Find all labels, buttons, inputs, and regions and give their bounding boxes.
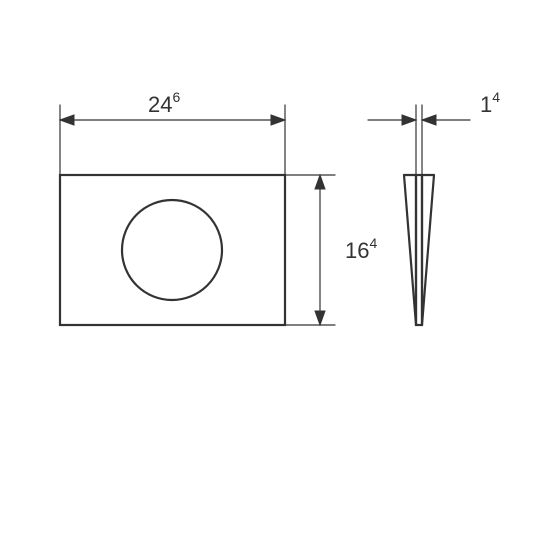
front-button-circle: [122, 200, 222, 300]
dim-depth: 14: [480, 89, 500, 117]
dim-height: 164: [345, 235, 377, 263]
front-plate: [60, 175, 285, 325]
dim-width: 246: [148, 89, 180, 117]
